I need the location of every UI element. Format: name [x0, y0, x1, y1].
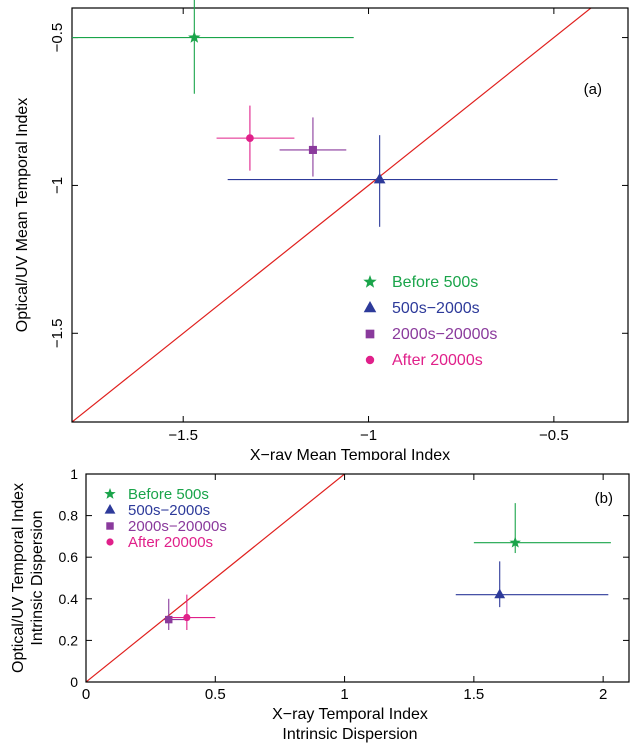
star-marker	[509, 536, 521, 548]
x-axis-label-b-line1: X−ray Temporal Index	[272, 706, 428, 723]
legend-square-icon	[365, 329, 375, 339]
reference-line-group-b	[86, 474, 346, 682]
x-tick-label-b: 1	[340, 686, 348, 703]
data-point-b-0	[473, 503, 611, 554]
x-axis-label-b-line2: Intrinsic Dispersion	[282, 726, 417, 743]
legend-label: 2000s−20000s	[128, 518, 227, 535]
legend-circle-icon	[365, 355, 375, 365]
x-ticks-a: −1.5 −1 −0.5	[168, 8, 569, 444]
star-marker	[188, 31, 201, 43]
x-tick-label-a: −1.5	[168, 427, 198, 444]
chart-b: 0 0.5 1 1.5 2 0 0.2 0.4 0.6 0.8 1 (b) X−ray Tempo…	[10, 466, 630, 743]
y-axis-label-b-line1: Optical/UV Temporal Index	[10, 483, 27, 673]
reference-line-b	[86, 474, 346, 682]
y-tick-label-a: −0.5	[49, 23, 66, 53]
data-point-a-2	[279, 117, 347, 177]
x-tick-label-b: 0.5	[205, 686, 226, 703]
circle-marker	[246, 134, 254, 143]
triangle-marker	[494, 588, 506, 599]
data-point-a-0	[72, 0, 354, 94]
legend-star-icon	[363, 275, 377, 288]
data-point-b-1	[455, 561, 609, 608]
circle-marker	[183, 613, 191, 622]
y-tick-label-b: 0.8	[59, 508, 79, 524]
y-axis-label-b-line2: Intrinsic Dispersion	[29, 510, 46, 645]
legend-label: 500s−2000s	[128, 502, 210, 519]
y-axis-label-a: Optical/UV Mean Temporal Index	[14, 98, 31, 332]
y-tick-label-a: −1	[49, 177, 66, 194]
data-point-a-1	[227, 135, 558, 227]
x-tick-label-b: 0	[82, 686, 90, 703]
legend-label: 2000s−20000s	[392, 326, 497, 343]
legend-label: 500s−2000s	[392, 300, 480, 317]
x-axis-label-a: X−ray Mean Temporal Index	[250, 447, 450, 460]
y-tick-label-b: 1	[70, 466, 78, 482]
data-point-b-3	[171, 594, 216, 630]
chart-a: −1.5 −1 −0.5 −0.5 −1 −1.5 (a) X−ray Mean Tem…	[14, 0, 629, 460]
square-marker	[308, 145, 317, 154]
y-tick-label-a: −1.5	[49, 318, 66, 348]
series-a	[72, 0, 558, 227]
x-ticks-b: 0 0.5 1 1.5 2	[82, 474, 607, 703]
y-ticks-b: 0 0.2 0.4 0.6 0.8 1	[59, 466, 629, 690]
series-b	[163, 503, 611, 630]
legend-label: Before 500s	[392, 274, 478, 291]
data-point-b-2	[163, 598, 185, 630]
y-tick-label-b: 0.6	[59, 549, 79, 565]
legend-triangle-icon	[363, 301, 377, 313]
y-ticks-a: −0.5 −1 −1.5	[49, 23, 628, 348]
panel-label-b: (b)	[595, 490, 613, 507]
plot-frame-b	[85, 473, 630, 683]
panel-label-a: (a)	[584, 81, 602, 98]
x-tick-label-b: 2	[599, 686, 607, 703]
reference-line-a	[72, 8, 592, 422]
legend-square-icon	[106, 522, 114, 530]
square-marker	[165, 615, 173, 624]
y-tick-label-b: 0	[70, 674, 78, 690]
legend-triangle-icon	[104, 504, 116, 514]
legend-star-icon	[104, 488, 116, 499]
y-tick-label-b: 0.4	[59, 591, 79, 607]
x-tick-label-a: −1	[360, 427, 377, 444]
triangle-marker	[373, 173, 386, 184]
data-point-a-3	[216, 105, 295, 171]
x-tick-label-b: 1.5	[463, 686, 484, 703]
legend-label: After 20000s	[392, 352, 483, 369]
x-tick-label-a: −0.5	[539, 427, 569, 444]
legend-label: Before 500s	[128, 486, 209, 503]
legend-label: After 20000s	[128, 534, 213, 551]
reference-line-group-a	[72, 8, 592, 422]
legend-a: Before 500s 500s−2000s 2000s−20000s After 2…	[363, 274, 497, 369]
legend-circle-icon	[106, 538, 114, 546]
y-tick-label-b: 0.2	[59, 632, 79, 648]
plot-frame-a	[71, 7, 629, 423]
